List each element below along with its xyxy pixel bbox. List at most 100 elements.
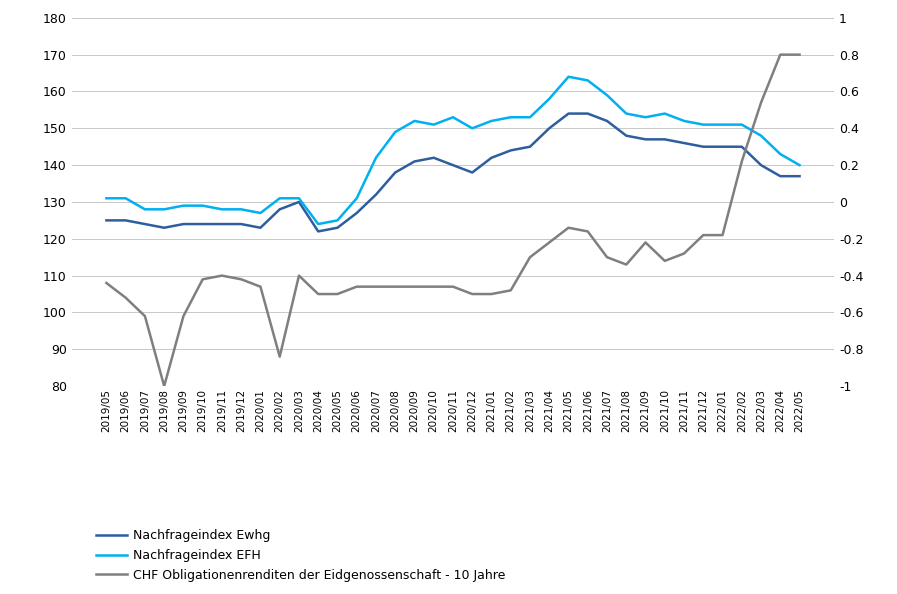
Nachfrageindex EFH — [466, 125, 477, 132]
CHF Obligationenrenditen der Eidgenossenschaft - 10 Jahre — [159, 383, 170, 390]
Nachfrageindex EFH — [544, 95, 554, 102]
Nachfrageindex EFH — [718, 121, 728, 128]
CHF Obligationenrenditen der Eidgenossenschaft - 10 Jahre — [429, 283, 440, 290]
Nachfrageindex Ewhg — [640, 136, 651, 143]
CHF Obligationenrenditen der Eidgenossenschaft - 10 Jahre — [178, 312, 188, 320]
Nachfrageindex Ewhg — [679, 140, 690, 147]
Nachfrageindex EFH — [640, 113, 651, 121]
Nachfrageindex EFH — [448, 113, 458, 121]
Nachfrageindex Ewhg — [197, 220, 208, 228]
Nachfrageindex Ewhg — [718, 143, 728, 150]
Nachfrageindex EFH — [563, 73, 574, 80]
Nachfrageindex Ewhg — [236, 220, 247, 228]
CHF Obligationenrenditen der Eidgenossenschaft - 10 Jahre — [140, 312, 151, 320]
Legend: Nachfrageindex Ewhg, Nachfrageindex EFH, CHF Obligationenrenditen der Eidgenosse: Nachfrageindex Ewhg, Nachfrageindex EFH,… — [96, 529, 506, 582]
CHF Obligationenrenditen der Eidgenossenschaft - 10 Jahre — [486, 290, 497, 298]
Nachfrageindex Ewhg — [140, 220, 151, 228]
Nachfrageindex Ewhg — [255, 224, 266, 231]
Nachfrageindex EFH — [197, 202, 208, 209]
Line: CHF Obligationenrenditen der Eidgenossenschaft - 10 Jahre: CHF Obligationenrenditen der Eidgenossen… — [107, 55, 799, 386]
Nachfrageindex EFH — [120, 195, 131, 202]
Line: Nachfrageindex Ewhg: Nachfrageindex Ewhg — [107, 113, 799, 232]
CHF Obligationenrenditen der Eidgenossenschaft - 10 Jahre — [352, 283, 362, 290]
Nachfrageindex Ewhg — [563, 110, 574, 117]
CHF Obligationenrenditen der Eidgenossenschaft - 10 Jahre — [718, 232, 728, 239]
CHF Obligationenrenditen der Eidgenossenschaft - 10 Jahre — [698, 232, 709, 239]
Nachfrageindex EFH — [602, 91, 613, 99]
Nachfrageindex EFH — [216, 206, 227, 213]
CHF Obligationenrenditen der Eidgenossenschaft - 10 Jahre — [448, 283, 458, 290]
CHF Obligationenrenditen der Eidgenossenschaft - 10 Jahre — [544, 239, 554, 246]
Nachfrageindex Ewhg — [659, 136, 670, 143]
Nachfrageindex EFH — [352, 195, 362, 202]
Nachfrageindex EFH — [525, 113, 536, 121]
CHF Obligationenrenditen der Eidgenossenschaft - 10 Jahre — [736, 158, 747, 165]
Nachfrageindex Ewhg — [486, 154, 497, 162]
Nachfrageindex EFH — [659, 110, 670, 117]
Nachfrageindex Ewhg — [370, 191, 381, 198]
Nachfrageindex EFH — [274, 195, 285, 202]
Nachfrageindex EFH — [794, 162, 805, 169]
Nachfrageindex Ewhg — [216, 220, 227, 228]
Nachfrageindex Ewhg — [775, 173, 786, 180]
Nachfrageindex Ewhg — [602, 118, 613, 125]
Nachfrageindex EFH — [140, 206, 151, 213]
Nachfrageindex EFH — [255, 210, 266, 217]
Nachfrageindex Ewhg — [313, 228, 324, 235]
Nachfrageindex Ewhg — [466, 169, 477, 176]
Nachfrageindex EFH — [370, 154, 381, 162]
CHF Obligationenrenditen der Eidgenossenschaft - 10 Jahre — [236, 276, 247, 283]
CHF Obligationenrenditen der Eidgenossenschaft - 10 Jahre — [255, 283, 266, 290]
CHF Obligationenrenditen der Eidgenossenschaft - 10 Jahre — [505, 287, 516, 294]
CHF Obligationenrenditen der Eidgenossenschaft - 10 Jahre — [794, 51, 805, 58]
Nachfrageindex EFH — [698, 121, 709, 128]
Nachfrageindex Ewhg — [755, 162, 766, 169]
CHF Obligationenrenditen der Eidgenossenschaft - 10 Jahre — [563, 224, 574, 231]
Nachfrageindex Ewhg — [409, 158, 420, 165]
CHF Obligationenrenditen der Eidgenossenschaft - 10 Jahre — [640, 239, 651, 246]
CHF Obligationenrenditen der Eidgenossenschaft - 10 Jahre — [525, 254, 536, 261]
Nachfrageindex Ewhg — [505, 147, 516, 154]
Nachfrageindex Ewhg — [293, 198, 304, 206]
CHF Obligationenrenditen der Eidgenossenschaft - 10 Jahre — [775, 51, 786, 58]
Nachfrageindex Ewhg — [390, 169, 401, 176]
Nachfrageindex EFH — [621, 110, 631, 117]
Nachfrageindex Ewhg — [621, 132, 631, 139]
CHF Obligationenrenditen der Eidgenossenschaft - 10 Jahre — [602, 254, 613, 261]
Nachfrageindex Ewhg — [794, 173, 805, 180]
Nachfrageindex Ewhg — [332, 224, 343, 231]
Nachfrageindex Ewhg — [178, 220, 188, 228]
Nachfrageindex EFH — [390, 128, 401, 135]
Nachfrageindex EFH — [755, 132, 766, 139]
CHF Obligationenrenditen der Eidgenossenschaft - 10 Jahre — [409, 283, 420, 290]
CHF Obligationenrenditen der Eidgenossenschaft - 10 Jahre — [216, 272, 227, 279]
Nachfrageindex EFH — [505, 113, 516, 121]
CHF Obligationenrenditen der Eidgenossenschaft - 10 Jahre — [313, 290, 324, 298]
Nachfrageindex EFH — [409, 118, 420, 125]
Nachfrageindex EFH — [486, 118, 497, 125]
Nachfrageindex EFH — [178, 202, 188, 209]
Nachfrageindex EFH — [736, 121, 747, 128]
CHF Obligationenrenditen der Eidgenossenschaft - 10 Jahre — [370, 283, 381, 290]
CHF Obligationenrenditen der Eidgenossenschaft - 10 Jahre — [197, 276, 208, 283]
Nachfrageindex EFH — [313, 220, 324, 228]
Nachfrageindex Ewhg — [352, 210, 362, 217]
CHF Obligationenrenditen der Eidgenossenschaft - 10 Jahre — [101, 279, 112, 286]
CHF Obligationenrenditen der Eidgenossenschaft - 10 Jahre — [120, 294, 131, 301]
CHF Obligationenrenditen der Eidgenossenschaft - 10 Jahre — [390, 283, 401, 290]
Nachfrageindex EFH — [429, 121, 440, 128]
Nachfrageindex EFH — [293, 195, 304, 202]
Nachfrageindex Ewhg — [582, 110, 593, 117]
Nachfrageindex EFH — [775, 150, 786, 157]
Nachfrageindex Ewhg — [544, 125, 554, 132]
Nachfrageindex Ewhg — [101, 217, 112, 224]
CHF Obligationenrenditen der Eidgenossenschaft - 10 Jahre — [332, 290, 343, 298]
CHF Obligationenrenditen der Eidgenossenschaft - 10 Jahre — [755, 99, 766, 106]
Nachfrageindex Ewhg — [736, 143, 747, 150]
CHF Obligationenrenditen der Eidgenossenschaft - 10 Jahre — [466, 290, 477, 298]
CHF Obligationenrenditen der Eidgenossenschaft - 10 Jahre — [293, 272, 304, 279]
Nachfrageindex EFH — [159, 206, 170, 213]
Nachfrageindex EFH — [679, 118, 690, 125]
CHF Obligationenrenditen der Eidgenossenschaft - 10 Jahre — [582, 228, 593, 235]
Nachfrageindex EFH — [582, 77, 593, 84]
